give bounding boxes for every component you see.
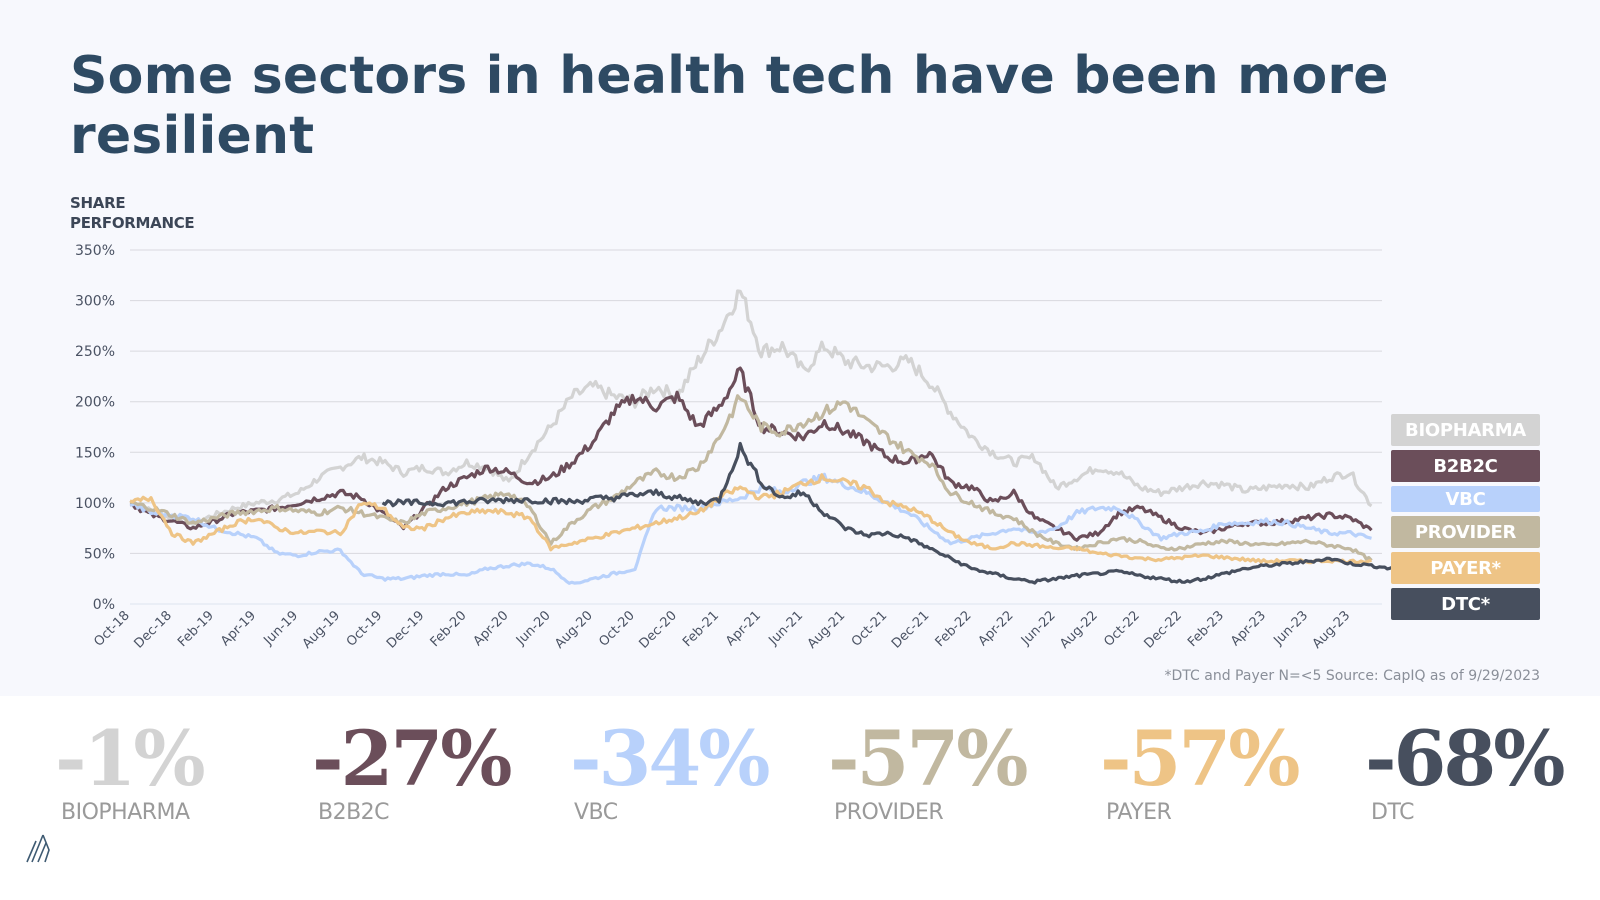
stat-value: -34% bbox=[570, 714, 771, 803]
x-tick-label: Feb-22 bbox=[933, 608, 975, 650]
legend-item-payer: PAYER* bbox=[1391, 552, 1540, 584]
x-tick-label: Feb-20 bbox=[428, 608, 470, 650]
slash-mark-logo-icon bbox=[26, 834, 50, 863]
grid-lines bbox=[130, 249, 1382, 605]
legend-label: VBC bbox=[1445, 488, 1486, 510]
stat-label: VBC bbox=[574, 800, 618, 825]
stat-label: DTC bbox=[1371, 800, 1414, 825]
x-tick-label: Dec-21 bbox=[889, 608, 932, 651]
y-axis-label: SHARE PERFORMANCE bbox=[70, 193, 195, 233]
y-tick-label: 150% bbox=[75, 445, 115, 461]
legend-label: DTC* bbox=[1441, 593, 1490, 615]
stat-label: B2B2C bbox=[318, 800, 390, 825]
legend-item-provider: PROVIDER bbox=[1391, 516, 1540, 548]
stat-label: BIOPHARMA bbox=[61, 800, 190, 825]
share-performance-chart: 0%50%100%150%200%250%300%350% Oct-18Dec-… bbox=[75, 243, 1456, 652]
stat-value: -57% bbox=[1100, 714, 1301, 803]
legend-label: PAYER* bbox=[1430, 557, 1501, 579]
stat-value: -1% bbox=[55, 714, 206, 803]
x-tick-label: Oct-18 bbox=[91, 608, 133, 650]
x-tick-label: Jun-20 bbox=[513, 608, 554, 649]
x-tick-label: Apr-21 bbox=[723, 608, 764, 649]
series-line-dtc bbox=[381, 441, 1456, 585]
stat-value: -68% bbox=[1365, 714, 1566, 803]
stat-b2b2c: -27% B2B2C bbox=[312, 714, 513, 826]
summary-stats-panel: -1% BIOPHARMA -27% B2B2C -34% VBC -57% P… bbox=[0, 696, 1600, 900]
stat-value: -57% bbox=[828, 714, 1029, 803]
y-tick-labels: 0% 50% 100% 150% 200% 250% 300% 350% bbox=[75, 243, 115, 613]
x-tick-label: Dec-22 bbox=[1142, 608, 1185, 651]
x-tick-label: Apr-19 bbox=[218, 608, 259, 649]
legend-label: B2B2C bbox=[1433, 455, 1498, 477]
x-tick-label: Apr-23 bbox=[1228, 608, 1269, 649]
y-tick-label: 100% bbox=[75, 496, 115, 512]
stat-dtc: -68% DTC bbox=[1365, 714, 1566, 826]
legend-item-b2b2c: B2B2C bbox=[1391, 450, 1540, 482]
x-tick-label: Dec-19 bbox=[384, 608, 427, 651]
y-tick-label: 300% bbox=[75, 294, 115, 310]
legend-item-biopharma: BIOPHARMA bbox=[1391, 414, 1540, 446]
y-tick-label: 350% bbox=[75, 243, 115, 259]
x-tick-label: Aug-22 bbox=[1057, 608, 1101, 652]
y-axis-label-line-1: SHARE bbox=[70, 194, 126, 212]
x-tick-label: Jun-19 bbox=[260, 608, 301, 649]
legend-item-dtc: DTC* bbox=[1391, 588, 1540, 620]
x-tick-label: Aug-20 bbox=[552, 608, 596, 652]
x-tick-label: Oct-22 bbox=[1101, 608, 1143, 650]
x-tick-label: Feb-21 bbox=[680, 608, 722, 650]
x-tick-label: Aug-19 bbox=[300, 608, 344, 652]
stat-value: -27% bbox=[312, 714, 513, 803]
y-tick-label: 250% bbox=[75, 344, 115, 360]
x-tick-label: Jun-21 bbox=[765, 608, 806, 649]
stat-vbc: -34% VBC bbox=[570, 714, 771, 826]
stat-label: PAYER bbox=[1106, 800, 1172, 825]
x-tick-label: Aug-21 bbox=[805, 608, 849, 652]
page-title: Some sectors in health tech have been mo… bbox=[70, 46, 1389, 166]
x-tick-label: Oct-20 bbox=[596, 608, 638, 650]
x-tick-label: Feb-19 bbox=[175, 608, 217, 650]
stat-biopharma: -1% BIOPHARMA bbox=[55, 714, 206, 826]
series-line-provider bbox=[129, 394, 1373, 562]
y-tick-label: 200% bbox=[75, 395, 115, 411]
stat-payer: -57% PAYER bbox=[1100, 714, 1301, 826]
x-tick-label: Oct-21 bbox=[849, 608, 891, 650]
series-line-payer bbox=[129, 473, 1372, 565]
legend-item-vbc: VBC bbox=[1391, 486, 1540, 512]
series-lines bbox=[129, 289, 1456, 585]
x-tick-label: Dec-18 bbox=[132, 608, 175, 651]
y-tick-label: 50% bbox=[84, 546, 115, 562]
series-line-b2b2c bbox=[129, 366, 1373, 542]
legend-label: PROVIDER bbox=[1414, 521, 1517, 543]
legend: BIOPHARMA B2B2C VBC PROVIDER PAYER* DTC* bbox=[1391, 414, 1540, 624]
stat-label: PROVIDER bbox=[834, 800, 944, 825]
x-tick-label: Feb-23 bbox=[1185, 608, 1227, 650]
x-tick-label: Aug-23 bbox=[1310, 608, 1354, 652]
source-note: *DTC and Payer N=<5 Source: CapIQ as of … bbox=[1164, 668, 1540, 684]
series-line-biopharma bbox=[129, 289, 1373, 527]
x-tick-label: Apr-20 bbox=[471, 608, 512, 649]
x-tick-label: Apr-22 bbox=[976, 608, 1017, 649]
y-tick-label: 0% bbox=[93, 597, 115, 613]
x-tick-label: Dec-20 bbox=[637, 608, 680, 651]
x-tick-label: Oct-19 bbox=[344, 608, 386, 650]
legend-label: BIOPHARMA bbox=[1405, 419, 1526, 441]
y-axis-label-line-2: PERFORMANCE bbox=[70, 214, 195, 232]
stat-provider: -57% PROVIDER bbox=[828, 714, 1029, 826]
x-tick-label: Jun-23 bbox=[1270, 608, 1311, 649]
x-tick-label: Jun-22 bbox=[1018, 608, 1059, 649]
